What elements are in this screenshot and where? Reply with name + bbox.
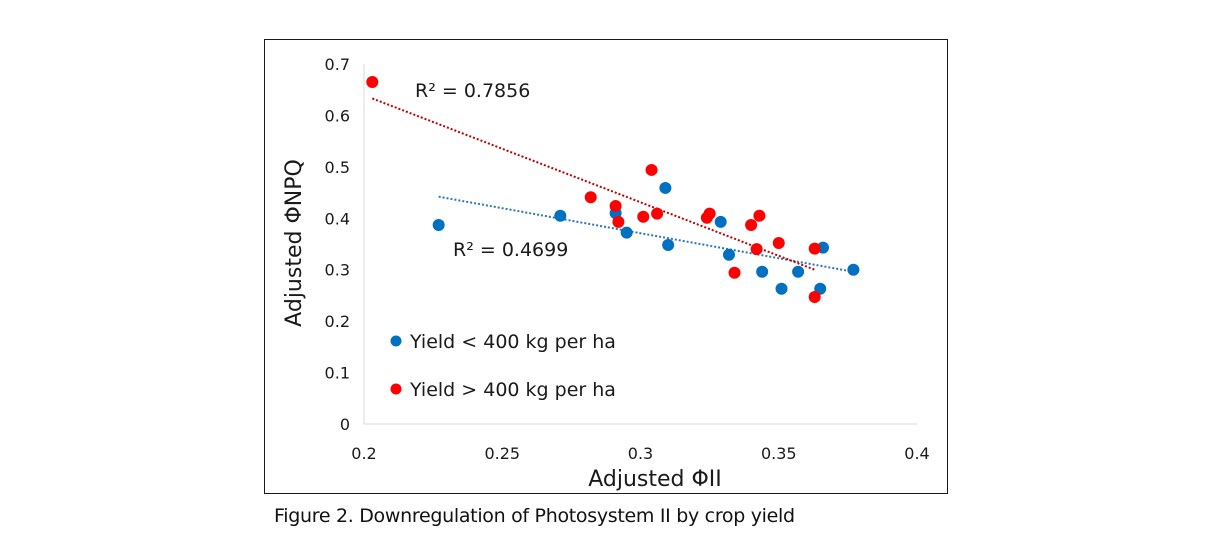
y-tick-label: 0.6 <box>325 106 350 125</box>
y-tick-label: 0.3 <box>325 261 350 280</box>
y-tick-label: 0.4 <box>325 209 350 228</box>
x-axis-title: Adjusted ΦII <box>588 467 722 492</box>
x-tick-label: 0.4 <box>904 444 929 463</box>
data-point-series-2 <box>753 209 766 222</box>
data-point-series-2 <box>808 242 821 255</box>
data-point-series-1 <box>620 226 633 239</box>
data-point-series-2 <box>750 243 763 256</box>
data-point-series-2 <box>366 76 379 88</box>
figure-caption: Figure 2. Downregulation of Photosystem … <box>274 505 795 527</box>
data-point-series-2 <box>703 207 716 220</box>
r-squared-label-series-2: R² = 0.7856 <box>415 80 530 102</box>
data-point-series-1 <box>756 265 769 278</box>
data-point-series-1 <box>554 209 567 222</box>
data-point-series-1 <box>847 263 860 276</box>
legend-marker-series-2 <box>390 383 402 395</box>
data-point-series-2 <box>612 215 625 228</box>
y-tick-label: 0 <box>340 415 350 434</box>
data-point-series-1 <box>792 265 805 278</box>
data-point-series-1 <box>775 282 788 295</box>
legend: Yield < 400 kg per ha Yield > 400 kg per … <box>390 331 616 401</box>
data-point-series-2 <box>745 218 758 231</box>
data-point-series-1 <box>714 215 727 228</box>
scatter-chart: 0.2 0.25 0.3 0.35 0.4 0 0.1 0.2 0.3 0.4 0.5 0.6 0.7… <box>282 55 930 492</box>
data-point-series-2 <box>637 210 650 223</box>
x-tick-label: 0.2 <box>351 444 376 463</box>
x-tick-label: 0.35 <box>761 444 797 463</box>
data-point-series-2 <box>772 236 785 249</box>
y-axis-title: Adjusted ΦNPQ <box>282 159 307 327</box>
r-squared-label-series-1: R² = 0.4699 <box>453 239 568 261</box>
y-tick-label: 0.7 <box>325 55 350 74</box>
data-point-series-2 <box>609 199 622 212</box>
legend-label-series-1: Yield < 400 kg per ha <box>409 331 616 353</box>
y-tick-label: 0.1 <box>325 364 350 383</box>
trendline-series-2 <box>371 97 816 271</box>
chart-frame: 0.2 0.25 0.3 0.35 0.4 0 0.1 0.2 0.3 0.4 0.5 0.6 0.7… <box>264 39 948 494</box>
data-point-series-2 <box>584 191 597 204</box>
data-point-series-2 <box>651 207 664 220</box>
data-point-series-1 <box>722 248 735 261</box>
data-point-series-2 <box>728 266 741 279</box>
data-point-series-1 <box>432 218 445 231</box>
legend-label-series-2: Yield > 400 kg per ha <box>409 379 616 401</box>
data-point-series-2 <box>808 290 821 303</box>
y-tick-label: 0.5 <box>325 158 350 177</box>
legend-marker-series-1 <box>390 335 402 347</box>
data-point-series-1 <box>659 181 672 194</box>
y-tick-label: 0.2 <box>325 312 350 331</box>
x-tick-label: 0.25 <box>484 444 520 463</box>
data-point-series-1 <box>662 239 675 252</box>
x-tick-label: 0.3 <box>628 444 653 463</box>
trendline-series-1 <box>438 195 851 273</box>
data-point-series-2 <box>645 163 658 176</box>
